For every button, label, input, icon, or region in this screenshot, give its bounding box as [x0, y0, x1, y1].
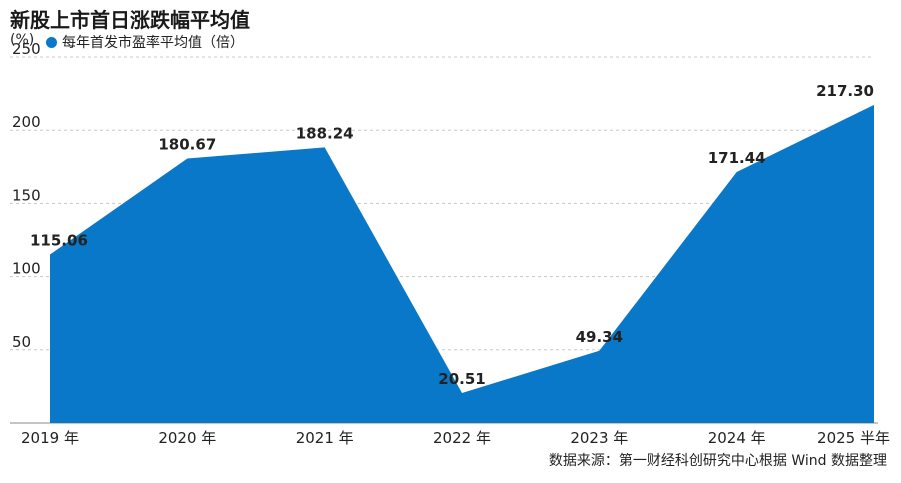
y-axis-ticks: 50 100 150 200 250: [12, 40, 41, 351]
data-label: 171.44: [708, 149, 766, 167]
x-tick-label: 2020 年: [158, 429, 216, 447]
data-labels: 115.06 180.67 188.24 20.51 49.34 171.44 217.30: [30, 82, 874, 388]
y-tick-label: 100: [12, 260, 41, 278]
area-fill: [50, 104, 874, 423]
x-tick-label: 2024 年: [708, 429, 766, 447]
x-tick-label: 2023 年: [570, 429, 628, 447]
data-label: 188.24: [296, 124, 354, 142]
data-label: 217.30: [816, 82, 874, 100]
y-tick-label: 150: [12, 186, 41, 204]
x-tick-label: 2021 年: [296, 429, 354, 447]
data-label: 115.06: [30, 232, 88, 250]
y-tick-label: 50: [12, 333, 31, 351]
chart-title: 新股上市首日涨跌幅平均值: [10, 8, 250, 32]
source-note: 数据来源：第一财经科创研究中心根据 Wind 数据整理: [548, 453, 887, 469]
data-label: 20.51: [438, 370, 485, 388]
legend-marker: [46, 36, 57, 48]
data-label: 180.67: [158, 135, 216, 153]
x-tick-label: 2025 半年: [817, 429, 890, 447]
x-axis-ticks: 2019 年 2020 年 2021 年 2022 年 2023 年 2024 年 2025…: [21, 429, 890, 447]
area-series: [50, 104, 874, 423]
x-tick-label: 2022 年: [433, 429, 491, 447]
y-tick-label: 250: [12, 40, 41, 58]
y-axis-unit: (%): [10, 32, 35, 48]
legend-label: 每年首发市盈率平均值（倍）: [62, 35, 244, 51]
y-tick-label: 200: [12, 113, 41, 131]
data-label: 49.34: [576, 328, 623, 346]
x-tick-label: 2019 年: [21, 429, 79, 447]
legend: 每年首发市盈率平均值（倍）: [46, 32, 244, 52]
